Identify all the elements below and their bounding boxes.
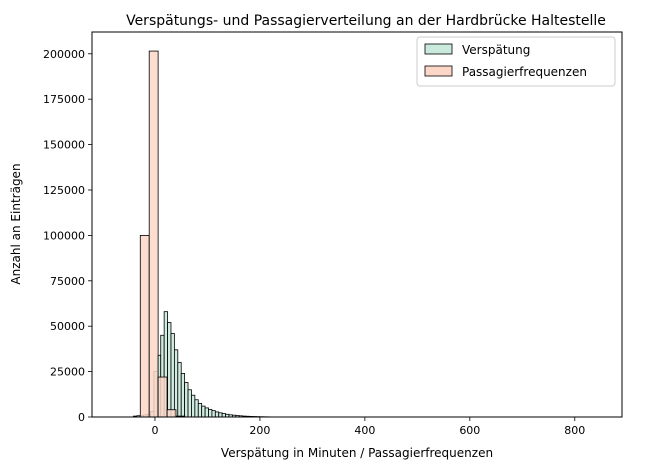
y-tick-label: 150000 <box>43 139 85 152</box>
legend: Verspätung Passagierfrequenzen <box>416 36 616 87</box>
histogram-bar <box>214 411 220 418</box>
x-tick-label: 0 <box>151 424 158 437</box>
chart-title: Verspätungs- und Passagierverteilung an … <box>126 13 606 29</box>
histogram-bar <box>180 373 186 418</box>
legend-swatch-passagierfrequenzen <box>424 65 453 77</box>
histogram-bar <box>197 402 203 418</box>
y-tick-label: 125000 <box>43 184 85 197</box>
histogram-bar <box>194 399 199 418</box>
y-tick-label: 200000 <box>43 48 85 61</box>
y-tick-label: 75000 <box>50 275 85 288</box>
x-tick-label: 600 <box>459 424 480 437</box>
histogram-bar <box>184 382 189 418</box>
y-tick-label: 0 <box>78 411 85 424</box>
x-tick-label: 200 <box>249 424 270 437</box>
y-tick-label: 100000 <box>43 229 85 242</box>
y-axis-label: Anzahl an Einträgen <box>9 163 23 284</box>
histogram-bar <box>208 408 213 418</box>
legend-label-passagierfrequenzen: Passagierfrequenzen <box>462 65 587 79</box>
legend-label-verspaetung: Verspätung <box>462 43 530 57</box>
histogram-bar <box>148 50 159 418</box>
histogram-bar <box>139 234 150 418</box>
legend-box <box>416 36 616 87</box>
histogram-bar <box>187 389 192 418</box>
y-axis: 0 25000 50000 75000 100000 125000 150000 175000… <box>43 48 92 424</box>
histogram-bar <box>173 349 179 418</box>
histogram-bar <box>221 413 226 418</box>
y-tick-label: 175000 <box>43 93 85 106</box>
histogram-bar <box>201 405 206 418</box>
legend-swatch-verspaetung <box>424 43 453 55</box>
histogram-bar <box>167 322 172 418</box>
y-tick-label: 25000 <box>50 366 85 379</box>
histogram-bar <box>177 362 182 418</box>
histogram-bar <box>157 376 168 418</box>
histogram-bar <box>204 407 209 418</box>
histogram-bar <box>218 412 223 418</box>
x-axis-label: Verspätung in Minuten / Passagierfrequen… <box>221 446 493 460</box>
y-tick-label: 50000 <box>50 320 85 333</box>
x-axis: 0 200 400 600 800 <box>151 417 585 437</box>
histogram-bar <box>166 409 177 418</box>
x-tick-label: 400 <box>354 424 375 437</box>
histogram-bar <box>170 333 175 418</box>
histogram-bar <box>191 394 196 418</box>
x-tick-label: 800 <box>564 424 585 437</box>
plot-frame <box>91 31 623 418</box>
histogram-bar <box>211 410 216 418</box>
